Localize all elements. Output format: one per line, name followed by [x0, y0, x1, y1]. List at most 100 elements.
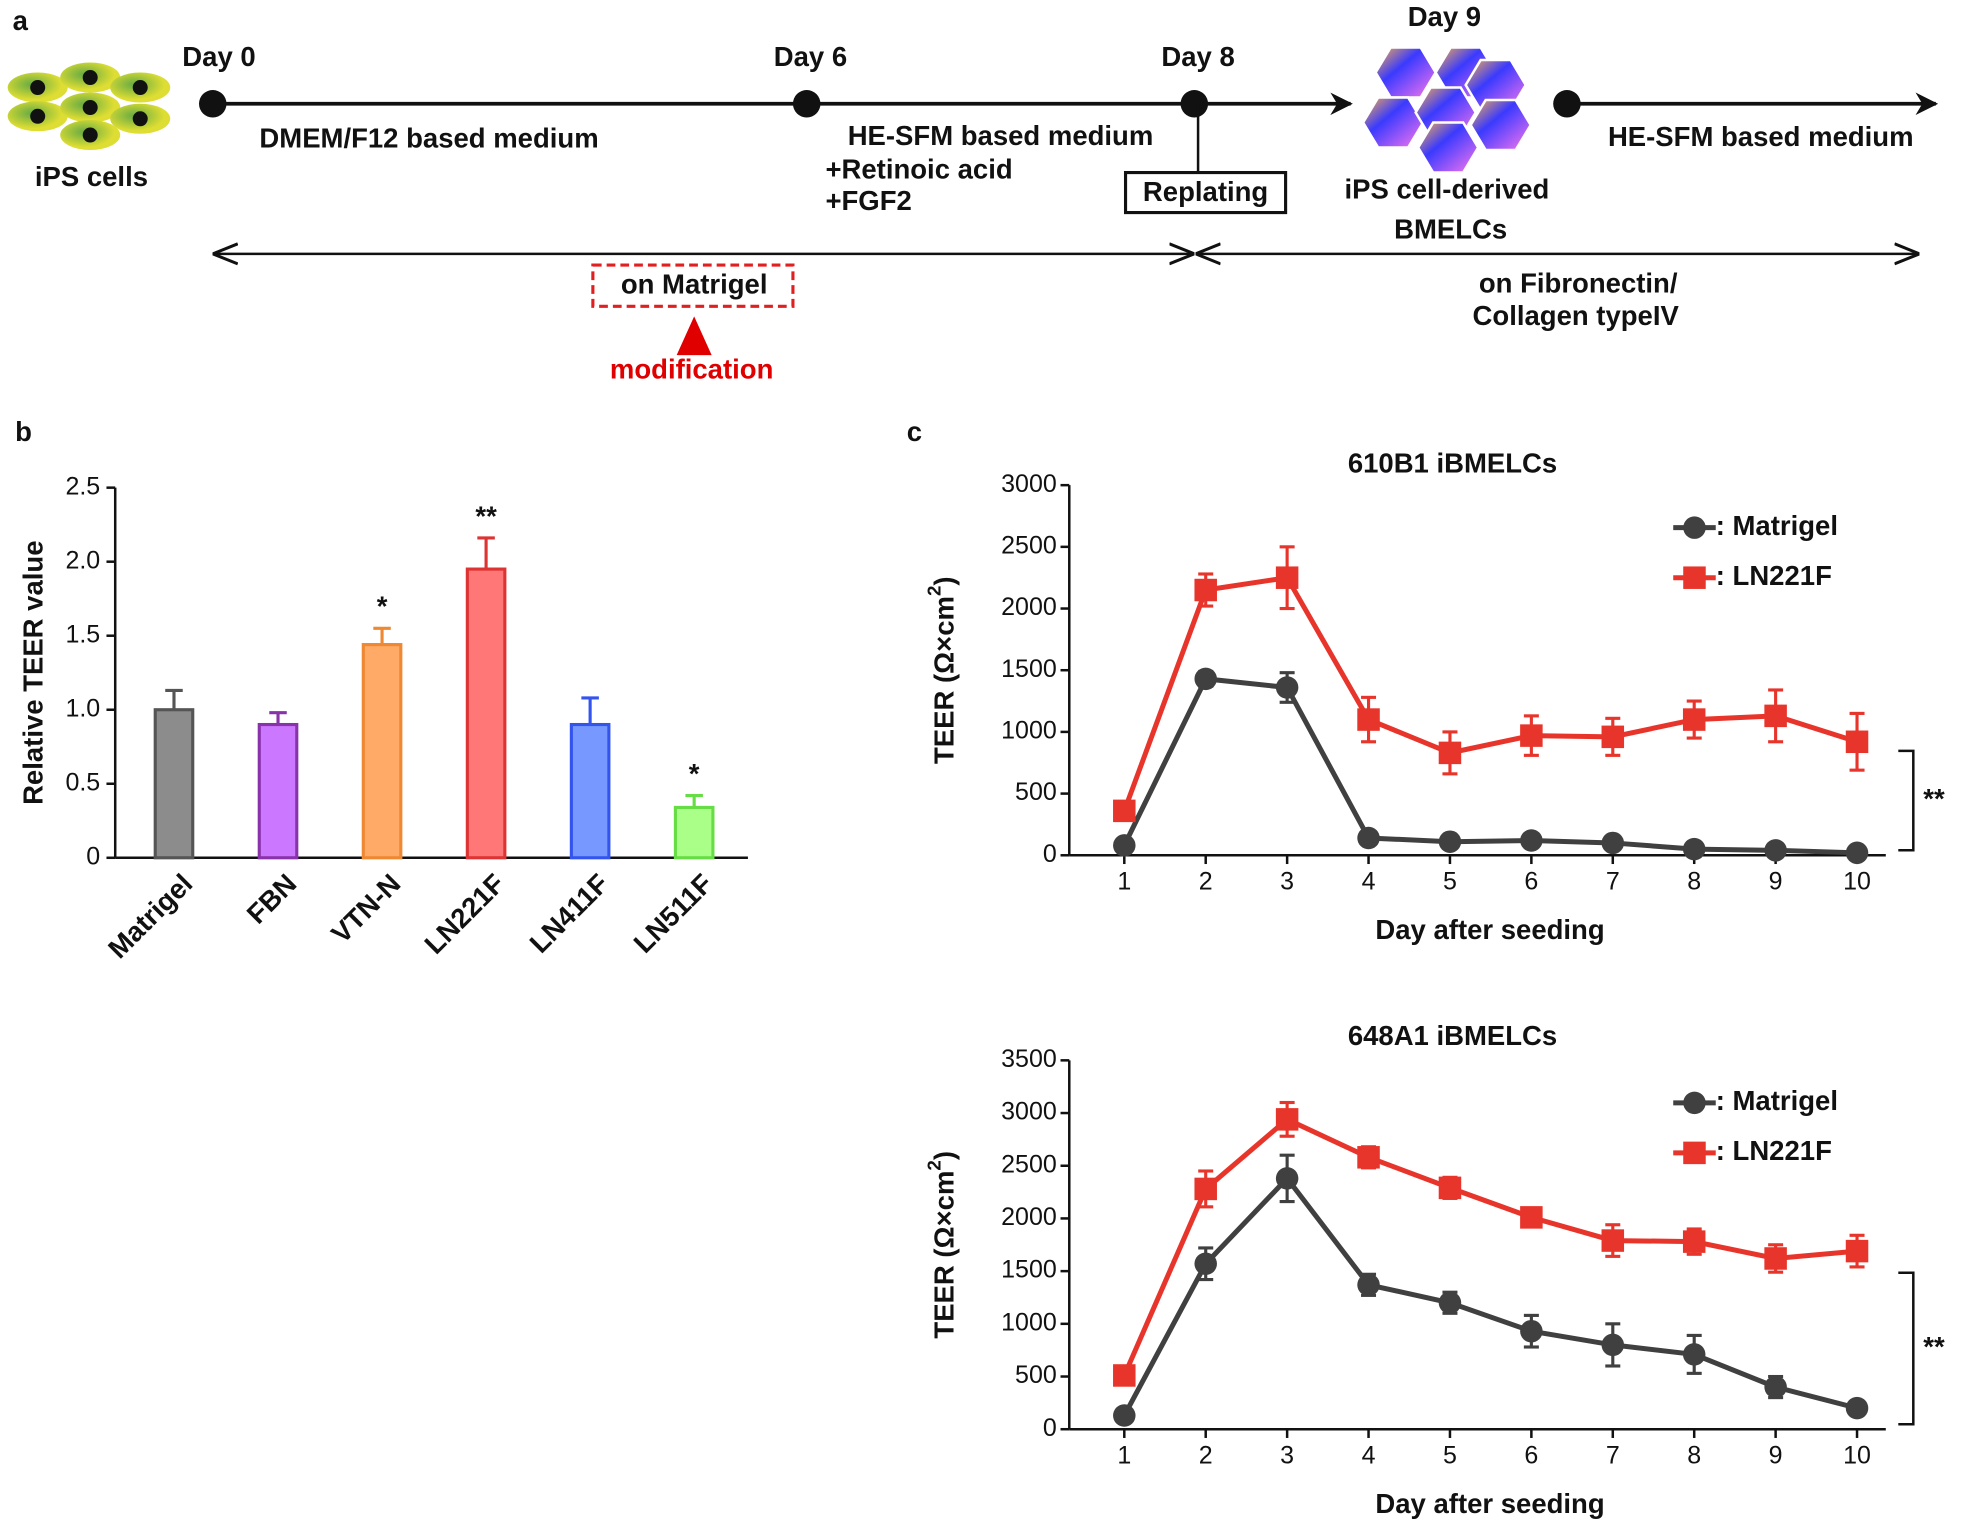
- x-tick-label: 10: [1843, 867, 1871, 895]
- panel-a: a iPS cells Day 0 Day 6 Day 8 Day 9 DMEM…: [7, 1, 1939, 385]
- x-tick-label: 9: [1769, 867, 1783, 895]
- panel-label: c: [907, 416, 922, 447]
- label: +Retinoic acid: [825, 154, 1012, 185]
- x-tick-label: 10: [1843, 1441, 1871, 1469]
- y-axis-label: TEER (Ω×cm2): [923, 576, 960, 764]
- legend-marker: [1683, 1141, 1706, 1165]
- panel-label: a: [13, 5, 29, 36]
- legend-marker: [1683, 516, 1706, 539]
- label: HE-SFM based medium: [848, 120, 1154, 151]
- label: on Matrigel: [621, 269, 768, 300]
- x-tick-label: LN411F: [523, 868, 614, 959]
- y-axis-label-part: TEER (Ω×cm: [929, 596, 960, 764]
- label: on Fibronectin/: [1479, 267, 1678, 298]
- y-tick-label: 500: [1015, 778, 1057, 806]
- x-tick-label: 4: [1362, 867, 1376, 895]
- pointer: [676, 316, 712, 356]
- day-label: Day 6: [774, 41, 847, 72]
- y-tick-label: 3500: [1001, 1045, 1057, 1073]
- x-tick-label: 7: [1606, 867, 1620, 895]
- ips-cell-icon: [7, 62, 171, 151]
- x-tick-label: FBN: [241, 868, 303, 930]
- marker: [1275, 566, 1299, 589]
- y-tick-label: 1000: [1001, 717, 1057, 745]
- x-axis-label: Day after seeding: [1375, 914, 1604, 945]
- y-tick-label: 3000: [1001, 470, 1057, 498]
- marker: [1438, 741, 1462, 765]
- marker: [1438, 1176, 1462, 1200]
- y-axis-label-part: ): [929, 1151, 960, 1160]
- y-tick-label: 0: [1043, 1414, 1057, 1442]
- box: [1123, 170, 1288, 215]
- y-axis-label-part: 2: [923, 1160, 944, 1170]
- marker: [1520, 724, 1543, 747]
- y-tick-label: 2000: [1001, 1203, 1057, 1231]
- x-tick-label: 1: [1117, 1441, 1131, 1469]
- x-tick-label: 3: [1280, 1441, 1294, 1469]
- day-label: Day 9: [1408, 1, 1481, 32]
- marker: [1438, 1291, 1462, 1315]
- y-tick-label: 500: [1015, 1361, 1057, 1389]
- series-line: [1121, 574, 1858, 812]
- x-tick-label: LN221F: [418, 868, 510, 960]
- y-tick-label: 2.5: [65, 472, 100, 500]
- label: +FGF2: [825, 185, 911, 216]
- label: DMEM/F12 based medium: [259, 122, 598, 153]
- y-axis-label-part: ): [929, 576, 960, 585]
- marker: [1520, 829, 1543, 852]
- marker: [1682, 837, 1706, 861]
- y-tick-label: 1000: [1001, 1308, 1057, 1336]
- significance-bracket: [1898, 1271, 1915, 1426]
- y-tick-label: 1500: [1001, 655, 1057, 683]
- bar: [153, 708, 195, 860]
- legend-label: : LN221F: [1716, 560, 1832, 591]
- marker: [1764, 1375, 1787, 1399]
- y-tick-label: 3000: [1001, 1098, 1057, 1126]
- label: Collagen typeIV: [1473, 300, 1680, 331]
- y-axis-label: TEER (Ω×cm2): [923, 1151, 960, 1339]
- bar: [673, 805, 715, 860]
- label: BMELCs: [1394, 214, 1507, 245]
- y-tick-label: 0: [1043, 840, 1057, 868]
- marker: [1682, 1230, 1706, 1253]
- x-tick-label: 3: [1280, 867, 1294, 895]
- y-tick-label: 2500: [1001, 1150, 1057, 1178]
- legend-marker: [1683, 1091, 1706, 1115]
- marker: [1275, 1167, 1299, 1190]
- x-tick-label: 2: [1199, 1441, 1213, 1469]
- marker: [1113, 799, 1136, 823]
- label: iPS cells: [35, 161, 148, 192]
- x-tick-label: 5: [1443, 867, 1457, 895]
- marker: [1764, 839, 1787, 862]
- y-tick-label: 1.0: [65, 694, 100, 722]
- y-tick-label: 2500: [1001, 531, 1057, 559]
- marker: [1601, 831, 1625, 855]
- x-tick-label: 8: [1687, 867, 1701, 895]
- series-line: [1122, 1174, 1858, 1417]
- significance: *: [689, 758, 700, 789]
- marker: [1113, 1404, 1136, 1427]
- label: HE-SFM based medium: [1608, 121, 1914, 152]
- bar: [257, 722, 299, 860]
- x-tick-label: VTN-N: [325, 868, 406, 949]
- marker: [1764, 704, 1787, 728]
- marker: [1357, 826, 1380, 850]
- y-tick-label: 0: [86, 842, 100, 870]
- marker: [1113, 1364, 1136, 1387]
- x-tick-label: 7: [1606, 1441, 1620, 1469]
- label: iPS cell-derived: [1344, 174, 1549, 205]
- y-tick-label: 2000: [1001, 593, 1057, 621]
- y-axis-label: Relative TEER value: [17, 541, 48, 805]
- x-tick-label: LN511F: [627, 868, 718, 959]
- marker: [1194, 578, 1217, 602]
- marker: [1357, 1273, 1380, 1297]
- significance: **: [1923, 783, 1945, 814]
- marker: [1438, 830, 1462, 853]
- legend-label: : LN221F: [1716, 1135, 1832, 1166]
- marker: [1357, 1146, 1380, 1169]
- series-line: [1122, 1116, 1858, 1377]
- timepoint: [792, 90, 821, 118]
- bar: [465, 567, 507, 860]
- marker: [1194, 1252, 1217, 1276]
- significance: **: [475, 500, 497, 531]
